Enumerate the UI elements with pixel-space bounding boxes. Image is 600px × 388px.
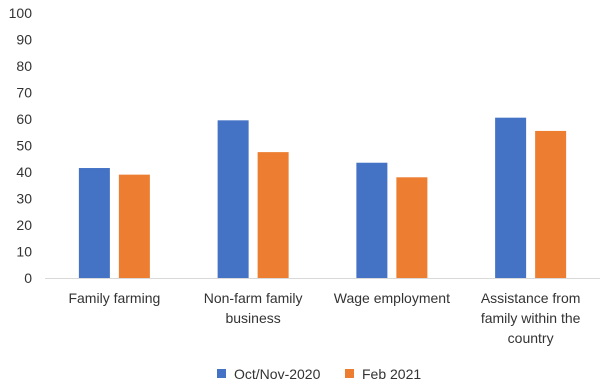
category-label: business — [225, 310, 280, 326]
y-tick-label: 20 — [16, 217, 32, 233]
y-tick-label: 10 — [16, 244, 32, 260]
legend-swatch — [217, 369, 226, 378]
bar-feb-2021-0 — [118, 174, 150, 278]
bar-feb-2021-2 — [396, 177, 428, 278]
category-label: Non-farm family — [204, 290, 303, 306]
bar-feb-2021-3 — [535, 130, 567, 278]
legend-swatch — [345, 369, 354, 378]
y-tick-label: 90 — [16, 32, 32, 48]
y-tick-label: 30 — [16, 191, 32, 207]
category-label: Wage employment — [334, 290, 450, 306]
bar-oct-nov-2020-2 — [356, 162, 388, 278]
legend-label: Oct/Nov-2020 — [234, 366, 321, 382]
bar-oct-nov-2020-1 — [217, 120, 249, 278]
y-tick-label: 0 — [24, 270, 32, 286]
y-tick-label: 70 — [16, 85, 32, 101]
legend-label: Feb 2021 — [362, 366, 421, 382]
category-label: country — [508, 330, 554, 346]
legend: Oct/Nov-2020 Feb 2021 — [217, 366, 421, 382]
y-tick-label: 40 — [16, 164, 32, 180]
bars — [78, 117, 567, 278]
category-labels: Family farming Non-farm family business Wag… — [68, 290, 580, 346]
bar-oct-nov-2020-0 — [78, 168, 110, 278]
bar-oct-nov-2020-3 — [495, 117, 527, 278]
y-tick-label: 100 — [9, 5, 33, 21]
category-label: Assistance from — [481, 290, 581, 306]
y-tick-label: 60 — [16, 111, 32, 127]
y-tick-label: 80 — [16, 58, 32, 74]
bar-feb-2021-1 — [257, 152, 289, 278]
y-tick-label: 50 — [16, 138, 32, 154]
category-label: Family farming — [68, 290, 160, 306]
y-axis-ticks: 0 10 20 30 40 50 60 70 80 90 100 — [9, 5, 33, 286]
category-label: family within the — [481, 310, 581, 326]
